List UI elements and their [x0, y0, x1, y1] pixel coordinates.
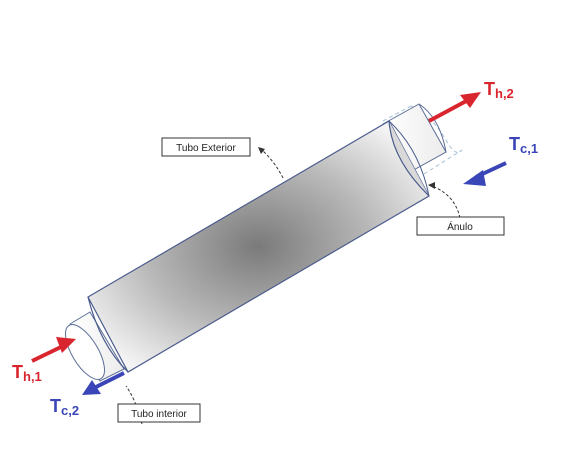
arrow-cold-in	[463, 161, 507, 186]
leader-outer-tube	[261, 149, 284, 179]
stream-cold-out: Tc,2	[50, 396, 79, 418]
stream-hot-out: Th,2	[484, 79, 514, 101]
leader-annulus	[431, 185, 461, 219]
label-outer-tube: Tubo Exterior	[176, 143, 236, 154]
label-box-annulus: Ánulo	[416, 216, 505, 236]
arrow-cold-out	[82, 371, 125, 395]
label-annulus: Ánulo	[447, 220, 473, 233]
label-inner-tube: Tubo interior	[131, 409, 187, 420]
inner-tube-dashed-outline	[382, 105, 463, 175]
stream-hot-in: Th,1	[12, 362, 42, 384]
leader-outer-tube-arrowhead	[258, 147, 265, 154]
label-box-inner-tube: Tubo interior	[117, 403, 201, 423]
stream-cold-in: Tc,1	[509, 134, 538, 156]
arrow-hot-out	[428, 92, 481, 123]
leader-annulus-arrowhead	[428, 182, 435, 189]
inner-tube-end-bottom	[65, 311, 125, 382]
label-box-outer-tube: Tubo Exterior	[161, 137, 251, 157]
outer-tube	[87, 120, 430, 373]
leader-inner-tube	[125, 385, 143, 425]
arrow-hot-in	[31, 337, 76, 363]
